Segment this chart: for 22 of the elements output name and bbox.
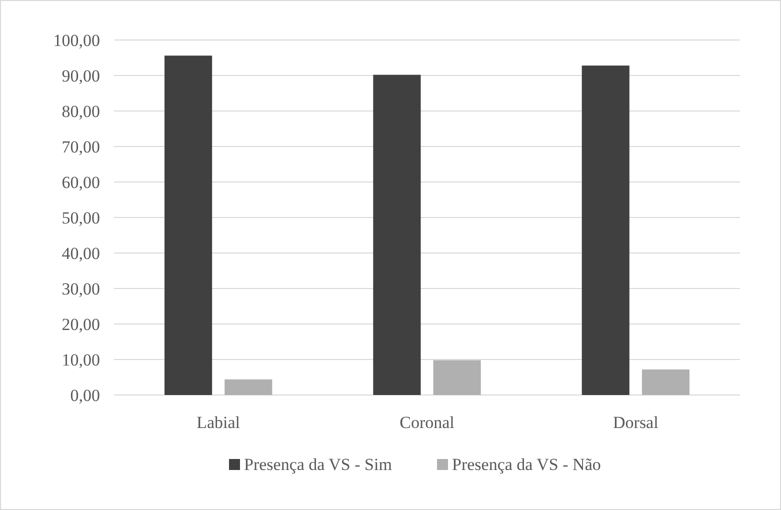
- y-tick-label: 20,00: [62, 314, 100, 334]
- y-tick-label: 40,00: [62, 244, 100, 263]
- y-tick-label: 60,00: [62, 172, 100, 192]
- bar: [373, 74, 421, 395]
- bar: [642, 369, 690, 395]
- x-tick-label: Coronal: [400, 413, 455, 432]
- legend-label: Presença da VS - Não: [452, 455, 601, 474]
- x-tick-label: Dorsal: [613, 413, 659, 432]
- y-tick-label: 10,00: [62, 350, 100, 370]
- y-tick-label: 30,00: [62, 279, 100, 298]
- y-tick-label: 100,00: [53, 30, 100, 50]
- y-tick-label: 80,00: [62, 102, 100, 121]
- y-tick-label: 90,00: [62, 66, 100, 86]
- bar: [433, 360, 481, 395]
- y-tick-label: 0,00: [70, 386, 100, 405]
- bar: [164, 56, 212, 395]
- y-tick-label: 70,00: [62, 137, 100, 156]
- legend-label: Presença da VS - Sim: [244, 455, 392, 474]
- bar: [224, 379, 272, 395]
- bar: [582, 66, 630, 395]
- x-tick-label: Labial: [196, 413, 240, 432]
- y-tick-label: 50,00: [62, 208, 100, 228]
